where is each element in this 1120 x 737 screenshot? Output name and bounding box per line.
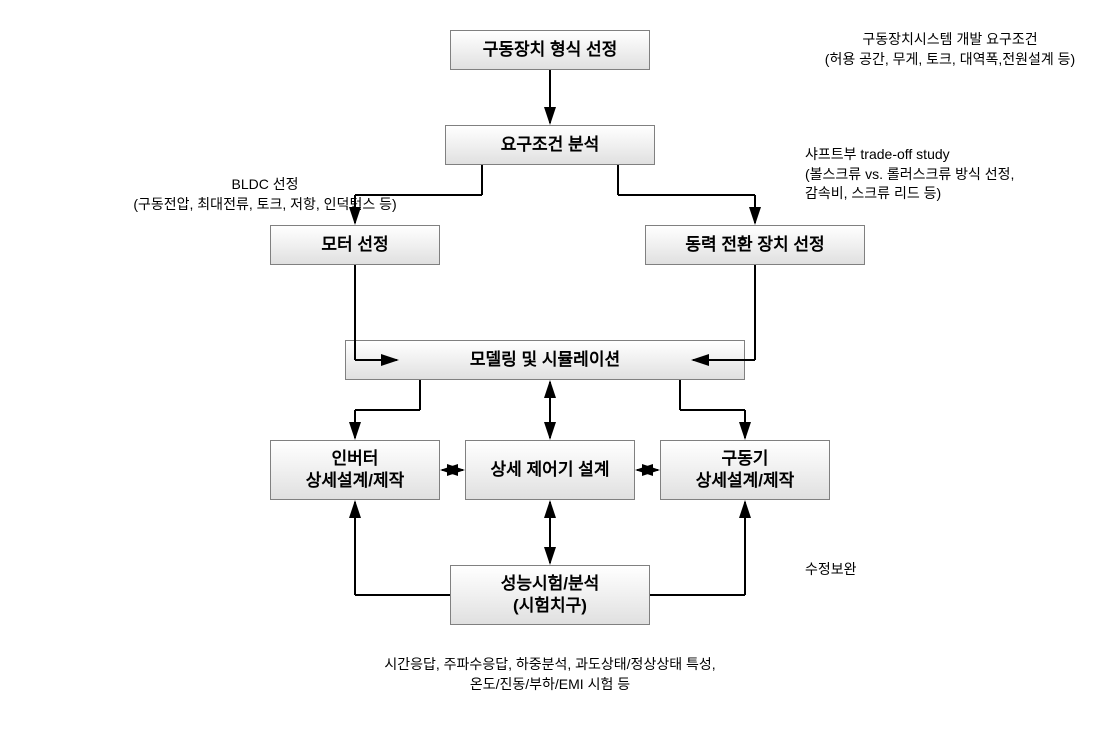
node-actuator-design: 구동기 상세설계/제작 (660, 440, 830, 500)
annotation-system-requirements: 구동장치시스템 개발 요구조건 (허용 공간, 무게, 토크, 대역폭,전원설계… (800, 30, 1100, 69)
node-drive-type-select: 구동장치 형식 선정 (450, 30, 650, 70)
annotation-shaft-tradeoff: 샤프트부 trade-off study (볼스크류 vs. 롤러스크류 방식 … (805, 145, 1105, 204)
annotation-bldc-select: BLDC 선정 (구동전압, 최대전류, 토크, 저항, 인덕턴스 등) (110, 175, 420, 214)
node-motor-select: 모터 선정 (270, 225, 440, 265)
annotation-revision: 수정보완 (805, 560, 905, 580)
node-inverter-design: 인버터 상세설계/제작 (270, 440, 440, 500)
node-controller-design: 상세 제어기 설계 (465, 440, 635, 500)
annotation-test-items: 시간응답, 주파수응답, 하중분석, 과도상태/정상상태 특성, 온도/진동/부… (310, 655, 790, 694)
node-requirement-analysis: 요구조건 분석 (445, 125, 655, 165)
node-modeling-simulation: 모델링 및 시뮬레이션 (345, 340, 745, 380)
node-performance-test: 성능시험/분석 (시험치구) (450, 565, 650, 625)
node-power-conversion-select: 동력 전환 장치 선정 (645, 225, 865, 265)
